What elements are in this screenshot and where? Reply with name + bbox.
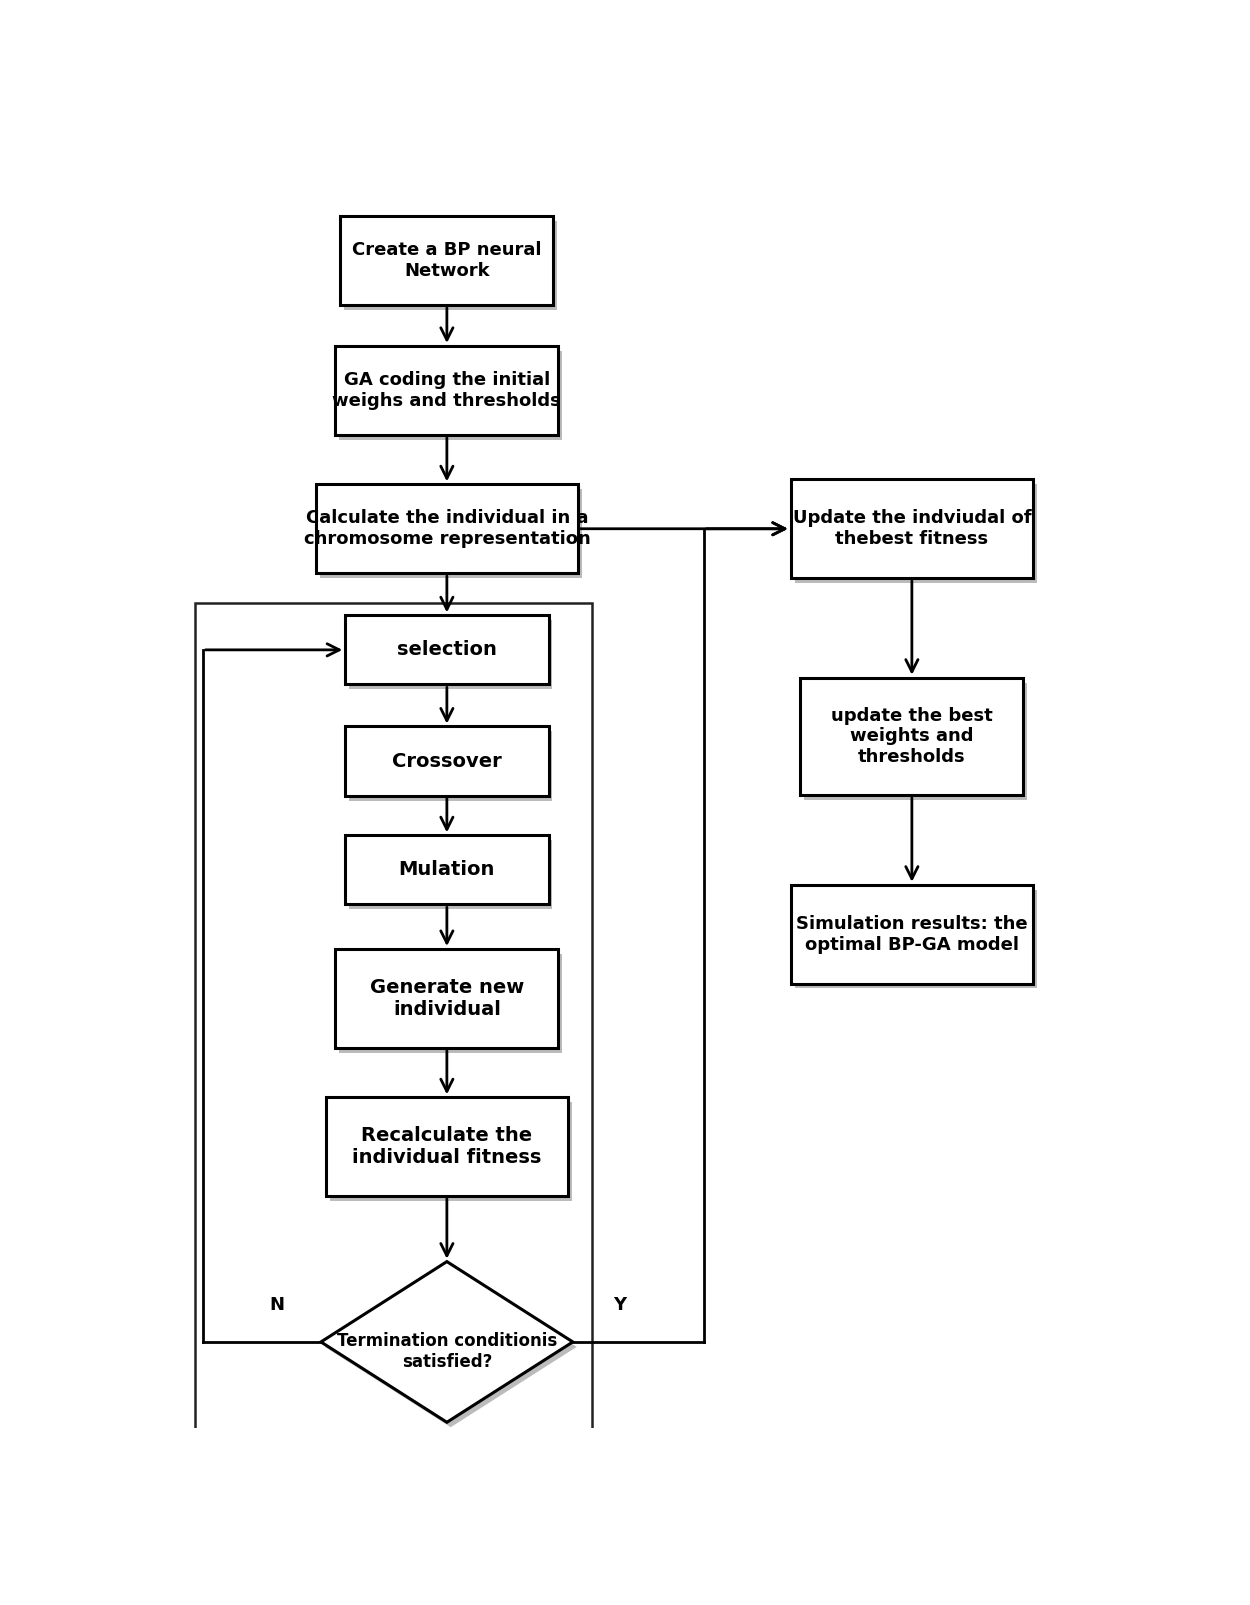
- Text: Mulation: Mulation: [399, 860, 495, 880]
- FancyBboxPatch shape: [795, 889, 1036, 989]
- Text: Generate new
individual: Generate new individual: [370, 977, 524, 1019]
- FancyBboxPatch shape: [791, 884, 1032, 984]
- FancyBboxPatch shape: [339, 953, 562, 1053]
- Text: Termination conditionis
satisfied?: Termination conditionis satisfied?: [336, 1332, 558, 1371]
- FancyBboxPatch shape: [344, 221, 558, 310]
- Text: GA coding the initial
weighs and thresholds: GA coding the initial weighs and thresho…: [332, 371, 561, 409]
- Text: Update the indviudal of
thebest fitness: Update the indviudal of thebest fitness: [792, 509, 1031, 549]
- FancyBboxPatch shape: [804, 682, 1028, 799]
- Text: N: N: [270, 1295, 285, 1314]
- Polygon shape: [325, 1266, 576, 1427]
- Text: Calculate the individual in a
chromosome representation: Calculate the individual in a chromosome…: [304, 509, 590, 549]
- FancyBboxPatch shape: [340, 217, 554, 305]
- FancyBboxPatch shape: [335, 345, 559, 435]
- Text: update the best
weights and
thresholds: update the best weights and thresholds: [831, 706, 992, 766]
- FancyBboxPatch shape: [316, 485, 578, 573]
- Text: selection: selection: [398, 640, 496, 660]
- FancyBboxPatch shape: [339, 351, 562, 440]
- Text: Simulation results: the
optimal BP-GA model: Simulation results: the optimal BP-GA mo…: [796, 915, 1028, 953]
- FancyBboxPatch shape: [349, 732, 552, 801]
- Text: Recalculate the
individual fitness: Recalculate the individual fitness: [352, 1127, 541, 1167]
- FancyBboxPatch shape: [335, 949, 559, 1048]
- Text: Create a BP neural
Network: Create a BP neural Network: [352, 241, 541, 279]
- FancyBboxPatch shape: [800, 677, 1024, 794]
- FancyBboxPatch shape: [330, 1103, 571, 1201]
- Polygon shape: [321, 1262, 572, 1422]
- FancyBboxPatch shape: [326, 1098, 568, 1196]
- FancyBboxPatch shape: [320, 490, 581, 578]
- FancyBboxPatch shape: [345, 835, 549, 905]
- FancyBboxPatch shape: [349, 620, 552, 690]
- FancyBboxPatch shape: [345, 727, 549, 796]
- FancyBboxPatch shape: [791, 480, 1032, 578]
- FancyBboxPatch shape: [345, 615, 549, 684]
- Text: Crossover: Crossover: [392, 751, 501, 770]
- Text: Y: Y: [612, 1295, 626, 1314]
- FancyBboxPatch shape: [795, 485, 1036, 583]
- FancyBboxPatch shape: [349, 839, 552, 910]
